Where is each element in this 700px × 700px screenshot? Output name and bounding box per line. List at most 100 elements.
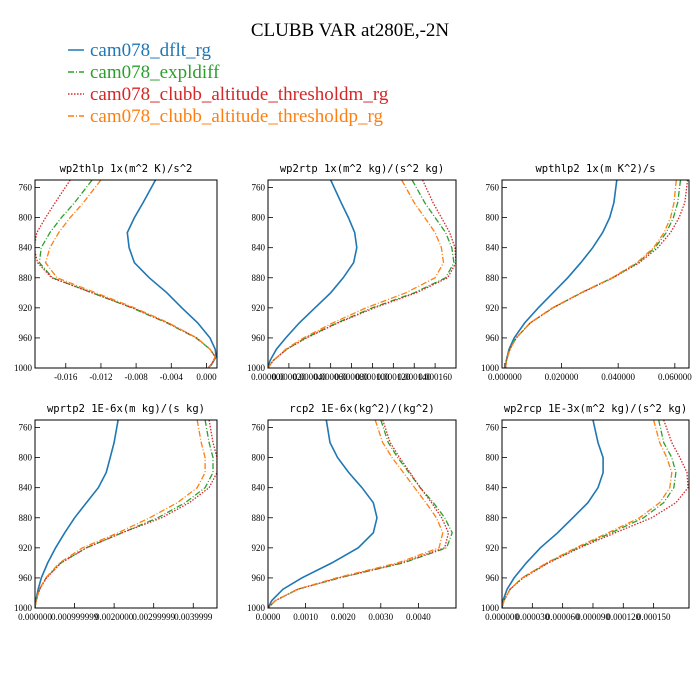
- x-tick-label: 0.000120: [376, 372, 410, 382]
- series-line-3: [504, 180, 689, 368]
- x-tick-label: 0.0000: [256, 612, 281, 622]
- legend-label-3: cam078_clubb_altitude_thresholdm_rg: [90, 84, 389, 105]
- x-tick-label: 0.040000: [601, 372, 635, 382]
- y-tick-label: 760: [252, 183, 266, 193]
- y-tick-label: 800: [19, 453, 33, 463]
- y-tick-label: 800: [486, 213, 500, 223]
- legend-entry-3: cam078_clubb_altitude_thresholdm_rg: [68, 84, 389, 105]
- series-line-3: [268, 420, 450, 608]
- series-line-1: [268, 420, 378, 608]
- series-line-2: [502, 420, 677, 608]
- y-tick-label: 920: [252, 303, 266, 313]
- y-tick-label: 760: [486, 183, 500, 193]
- x-tick-label: 0.000150: [637, 612, 671, 622]
- y-tick-label: 840: [486, 483, 500, 493]
- y-tick-label: 920: [252, 543, 266, 553]
- x-tick-label: 0.000160: [418, 372, 452, 382]
- panel-title-6: wp2rcp 1E-3x(m^2 kg)/(s^2 kg): [504, 403, 687, 415]
- series-line-4: [504, 180, 677, 368]
- panel-4: wprtp2 1E-6x(m kg)/(s kg) 760 800 840 880 920…: [14, 403, 218, 622]
- x-tick-label: 0.020000: [545, 372, 579, 382]
- y-tick-label: 840: [19, 243, 33, 253]
- y-tick-label: 960: [252, 333, 266, 343]
- y-tick-label: 840: [252, 483, 266, 493]
- series-line-1: [268, 180, 358, 368]
- panel-title-3: wpthlp2 1x(m K^2)/s: [535, 163, 655, 175]
- panel-title-1: wp2thlp 1x(m^2 K)/s^2: [60, 163, 193, 175]
- panel-frame: [34, 419, 218, 609]
- x-tick-label: 0.000000: [251, 372, 285, 382]
- y-tick-label: 960: [19, 573, 33, 583]
- y-tick-label: 800: [19, 213, 33, 223]
- series-line-4: [268, 180, 445, 368]
- series-line-3: [35, 420, 217, 608]
- x-tick-label: 0.000999999: [51, 612, 99, 622]
- x-tick-label: -0.004: [160, 372, 184, 382]
- y-tick-label: 1000: [481, 363, 500, 373]
- y-tick-label: 1000: [14, 603, 33, 613]
- panel-3: wpthlp2 1x(m K^2)/s 760 800 840 880 920 960 100…: [481, 163, 692, 382]
- panel-frame: [34, 179, 218, 369]
- series-line-4: [502, 420, 673, 608]
- x-tick-label: 0.0030: [368, 612, 393, 622]
- y-tick-label: 1000: [481, 603, 500, 613]
- y-tick-label: 760: [19, 183, 33, 193]
- panel-title-5: rcp2 1E-6x(kg^2)/(kg^2): [289, 403, 434, 415]
- x-tick-label: 0.000090: [576, 612, 610, 622]
- y-tick-label: 960: [19, 333, 33, 343]
- y-tick-label: 880: [252, 513, 266, 523]
- x-tick-label: 0.060000: [658, 372, 692, 382]
- panel-6: wp2rcp 1E-3x(m^2 kg)/(s^2 kg) 760 800 840 88…: [481, 403, 690, 622]
- x-tick-label: 0.0040: [406, 612, 431, 622]
- legend-entry-4: cam078_clubb_altitude_thresholdp_rg: [68, 106, 384, 127]
- series-line-1: [504, 180, 618, 368]
- y-tick-label: 1000: [247, 363, 266, 373]
- y-tick-label: 800: [252, 213, 266, 223]
- y-tick-label: 1000: [247, 603, 266, 613]
- y-tick-label: 960: [252, 573, 266, 583]
- series-line-2: [38, 180, 216, 368]
- series-line-2: [268, 420, 453, 608]
- y-tick-label: 760: [252, 423, 266, 433]
- y-tick-label: 840: [486, 243, 500, 253]
- panel-title-4: wprtp2 1E-6x(m kg)/(s kg): [47, 403, 205, 415]
- y-tick-label: 1000: [14, 363, 33, 373]
- series-line-3: [35, 180, 216, 368]
- legend-label-2: cam078_expldiff: [90, 62, 220, 83]
- series-line-2: [268, 180, 455, 368]
- series-line-3: [502, 420, 689, 608]
- y-tick-label: 880: [19, 513, 33, 523]
- y-tick-label: 960: [486, 333, 500, 343]
- x-tick-label: 0.000120: [606, 612, 640, 622]
- y-tick-label: 960: [486, 573, 500, 583]
- legend-label-1: cam078_dflt_rg: [90, 40, 212, 61]
- panel-2: wp2rtp 1x(m^2 kg)/(s^2 kg) 760 800 840 880 92…: [247, 163, 457, 382]
- x-tick-label: 0.00299999: [132, 612, 175, 622]
- panel-frame: [501, 419, 690, 609]
- x-tick-label: 0.000000: [485, 612, 519, 622]
- y-tick-label: 760: [19, 423, 33, 433]
- legend: cam078_dflt_rg cam078_expldiff cam078_cl…: [68, 40, 389, 127]
- series-line-1: [126, 180, 217, 368]
- panel-frame: [501, 179, 690, 369]
- series-line-2: [504, 180, 682, 368]
- y-tick-label: 920: [486, 543, 500, 553]
- series-line-1: [502, 420, 604, 608]
- x-tick-label: 0.0039999: [174, 612, 213, 622]
- panel-frame: [267, 179, 457, 369]
- y-tick-label: 840: [19, 483, 33, 493]
- y-tick-label: 880: [486, 513, 500, 523]
- series-line-4: [268, 420, 444, 608]
- y-tick-label: 840: [252, 243, 266, 253]
- x-tick-label: 0.0020000: [95, 612, 134, 622]
- y-tick-label: 800: [486, 453, 500, 463]
- x-tick-label: -0.016: [54, 372, 78, 382]
- legend-entry-1: cam078_dflt_rg: [68, 40, 212, 61]
- x-tick-label: 0.000140: [397, 372, 431, 382]
- y-tick-label: 880: [252, 273, 266, 283]
- y-tick-label: 880: [19, 273, 33, 283]
- y-tick-label: 800: [252, 453, 266, 463]
- legend-entry-2: cam078_expldiff: [68, 62, 220, 83]
- panel-frame: [267, 419, 457, 609]
